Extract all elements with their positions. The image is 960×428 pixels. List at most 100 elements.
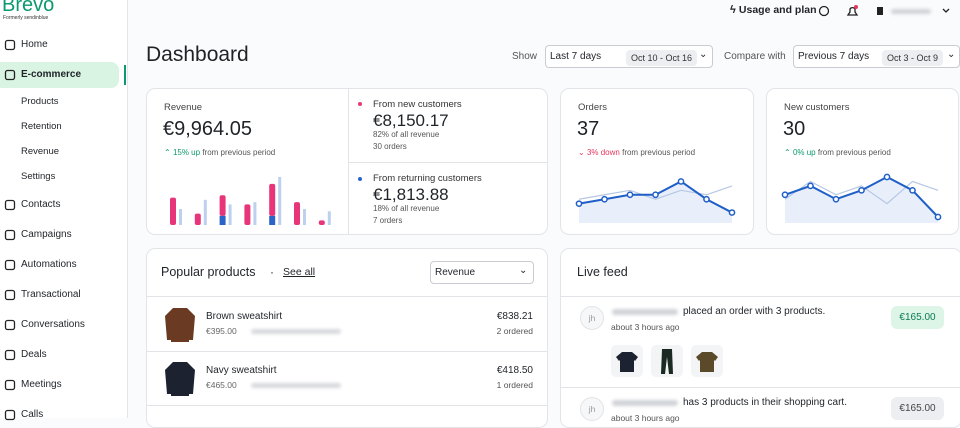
sort-select[interactable]: Revenue ⌄ (430, 261, 534, 284)
nav-subitem[interactable]: Settings (21, 171, 56, 182)
change-arrow: ⌄ (578, 148, 587, 157)
nav-item[interactable]: Meetings (21, 379, 62, 390)
popular-products-card: Popular products · See all Revenue ⌄ Bro… (146, 248, 548, 428)
nav-item[interactable]: Conversations (21, 319, 85, 330)
tagline: Formerly sendinblue (3, 15, 49, 21)
separator: · (270, 265, 274, 279)
bar-new (269, 183, 276, 216)
icon-shape (4, 349, 16, 361)
thumb-item (661, 349, 673, 374)
icon-shape (4, 259, 16, 271)
nav-item[interactable]: Campaigns (21, 229, 72, 240)
avatar: jh (580, 306, 604, 330)
nav-item[interactable]: E-commerce (21, 69, 82, 80)
nav-icon (4, 69, 16, 81)
dot (358, 177, 362, 181)
thumbnails (611, 345, 723, 377)
point (832, 195, 840, 203)
product-image (165, 308, 195, 342)
feed-text: has 3 products in their shopping cart. (683, 397, 847, 408)
change-note: from previous period (817, 148, 891, 157)
divider (348, 89, 349, 234)
point (601, 195, 608, 203)
product-ordered: 1 ordered (496, 380, 533, 390)
nav-item[interactable]: Automations (21, 259, 77, 270)
nav-icon (4, 409, 16, 421)
value: €8,150.17 (373, 111, 449, 130)
share: 18% of all revenue (373, 204, 440, 213)
usage-text: Usage and plan (738, 4, 817, 16)
bar-new (244, 204, 251, 225)
bar-new (318, 220, 325, 225)
icon-shape (4, 319, 16, 331)
nav-subitem[interactable]: Revenue (21, 146, 60, 157)
thumb-item (696, 352, 718, 372)
active-bar (124, 65, 126, 85)
change: 3% down (586, 148, 620, 157)
usage-link[interactable]: ϟ Usage and plan (730, 4, 817, 16)
period: Last 7 days (550, 51, 602, 62)
change-line: ⌄ 3% down from previous period (578, 148, 695, 157)
period-select[interactable]: Last 7 days Oct 10 - Oct 16 ⌄ (545, 45, 713, 68)
label: From new customers (373, 99, 462, 110)
product-revenue: €838.21 (496, 311, 533, 322)
nav-icon (4, 289, 16, 301)
nav-icon (4, 319, 16, 331)
change-arrow: ⌃ (784, 148, 793, 157)
nav-item[interactable]: Transactional (21, 289, 81, 300)
nav-item[interactable]: Deals (21, 349, 47, 360)
product-revenue: €418.50 (496, 365, 533, 376)
change: 0% up (792, 148, 816, 157)
change-line: ⌃ 15% up from previous period (164, 148, 276, 157)
bar-returning (219, 215, 226, 225)
top-icons[interactable] (815, 3, 960, 19)
feed-time: about 3 hours ago (611, 322, 680, 332)
compare-select[interactable]: Previous 7 days Oct 3 - Oct 9 ⌄ (793, 45, 960, 68)
point (883, 173, 891, 181)
product-name: Brown sweatshirt (206, 311, 283, 322)
amount: €165.00 (891, 306, 944, 329)
feed-time: about 3 hours ago (611, 413, 680, 423)
divider (147, 296, 547, 297)
value: €1,813.88 (373, 185, 449, 204)
amount: €165.00 (891, 397, 944, 420)
nav-item[interactable]: Home (21, 39, 48, 50)
compare-label: Compare with (724, 51, 786, 62)
point (575, 200, 583, 208)
sku (251, 383, 341, 388)
nav-item[interactable]: Contacts (21, 199, 61, 210)
chevron: ⌄ (947, 49, 956, 60)
divider (348, 162, 547, 163)
product-ordered: 2 ordered (496, 326, 533, 336)
change-line: ⌃ 0% up from previous period (784, 148, 891, 157)
label: New customers (784, 102, 850, 113)
bar-previous (303, 209, 306, 225)
label: Orders (578, 102, 608, 113)
bar-previous (278, 177, 282, 225)
nav-subitem[interactable]: Products (21, 96, 59, 107)
sidebar: Brevo Formerly sendinblue Home E-commerce… (0, 0, 128, 421)
bar-previous (327, 211, 331, 225)
change-note: from previous period (622, 148, 696, 157)
sweatshirt (165, 362, 195, 396)
title: Live feed (577, 265, 628, 279)
compare-dates: Oct 3 - Oct 9 (882, 50, 944, 66)
icon-shape (4, 199, 16, 211)
nav-icon (4, 39, 16, 51)
change: 15% up (172, 148, 201, 157)
line-previous (578, 185, 733, 200)
sparkline (781, 173, 942, 223)
orders: 30 orders (373, 142, 407, 151)
area (785, 177, 938, 223)
bar-returning (269, 215, 276, 225)
divider (561, 296, 960, 297)
nav-item[interactable]: Calls (21, 409, 44, 420)
nav-subitem[interactable]: Retention (21, 121, 62, 132)
see-all[interactable]: See all (283, 266, 316, 278)
point (728, 209, 736, 216)
sparkline (575, 178, 736, 223)
chevron: ⌄ (699, 49, 708, 60)
product-name: Navy sweatshirt (206, 365, 277, 376)
nav-icon (4, 379, 16, 391)
name-blur (612, 309, 678, 315)
